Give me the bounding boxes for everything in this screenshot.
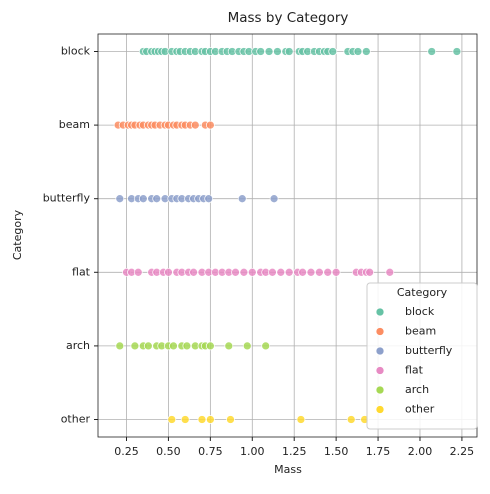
point — [256, 47, 266, 56]
point — [385, 267, 395, 277]
point — [427, 47, 437, 56]
point — [130, 341, 140, 351]
point — [197, 415, 207, 424]
point — [452, 47, 462, 56]
point — [261, 341, 271, 351]
x-tick-label: 1.50 — [324, 445, 349, 458]
point — [268, 267, 277, 277]
point — [269, 194, 279, 204]
x-tick-label: 1.75 — [366, 445, 391, 458]
y-tick-label: block — [61, 45, 91, 58]
legend-marker — [375, 405, 385, 414]
point — [323, 267, 333, 277]
point — [237, 194, 247, 204]
point — [224, 341, 234, 351]
point — [206, 415, 215, 424]
point — [273, 47, 282, 56]
x-tick-label: 0.25 — [114, 445, 139, 458]
point — [298, 267, 307, 277]
point — [138, 194, 148, 204]
legend-box — [366, 282, 478, 430]
point — [182, 341, 192, 351]
point — [204, 194, 214, 204]
point — [206, 120, 215, 130]
point — [346, 415, 356, 424]
point — [247, 267, 257, 277]
legend-title: Category — [397, 286, 448, 299]
point — [353, 47, 363, 56]
point — [226, 415, 235, 424]
legend-label: butterfly — [405, 344, 453, 357]
point — [133, 267, 143, 277]
legend-label: block — [405, 305, 435, 318]
point — [231, 267, 240, 277]
legend-marker — [375, 327, 385, 336]
x-tick-label: 0.50 — [156, 445, 181, 458]
point — [180, 415, 190, 424]
x-tick-label: 0.75 — [198, 445, 223, 458]
y-tick-label: arch — [66, 339, 90, 352]
point — [206, 341, 215, 351]
legend-marker — [375, 366, 385, 375]
legend-marker — [375, 385, 385, 395]
y-tick-label: butterfly — [43, 192, 91, 205]
y-tick-label: beam — [59, 118, 90, 131]
point — [190, 120, 200, 130]
chart-title: Mass by Category — [228, 10, 349, 26]
x-tick-label: 2.25 — [450, 445, 475, 458]
x-axis-label: Mass — [274, 463, 302, 476]
legend-label: beam — [405, 325, 436, 338]
point — [284, 267, 294, 277]
plot-frame — [97, 33, 478, 438]
legend-label: other — [405, 403, 435, 416]
legend-label: arch — [405, 383, 429, 396]
point — [276, 267, 286, 277]
point — [264, 47, 274, 56]
point — [189, 267, 198, 277]
point — [143, 341, 153, 351]
point — [306, 267, 316, 277]
point — [152, 194, 162, 204]
legend-marker — [375, 307, 385, 317]
legend-label: flat — [405, 364, 424, 377]
y-axis-label: Category — [11, 209, 24, 260]
x-tick-label: 2.00 — [408, 445, 433, 458]
point — [315, 267, 324, 277]
point — [239, 267, 249, 277]
y-tick-label: other — [61, 413, 91, 426]
point — [296, 415, 306, 424]
point — [361, 47, 371, 56]
point — [331, 267, 341, 277]
point — [115, 341, 125, 351]
point — [167, 415, 177, 424]
y-tick-label: flat — [72, 265, 91, 278]
x-tick-label: 1.00 — [240, 445, 265, 458]
legend-marker — [375, 346, 385, 356]
point — [328, 47, 338, 56]
point — [365, 267, 375, 277]
x-tick-label: 1.25 — [282, 445, 307, 458]
point — [242, 341, 252, 351]
point — [164, 267, 173, 277]
point — [115, 194, 125, 204]
point — [284, 47, 294, 56]
point — [169, 341, 178, 351]
